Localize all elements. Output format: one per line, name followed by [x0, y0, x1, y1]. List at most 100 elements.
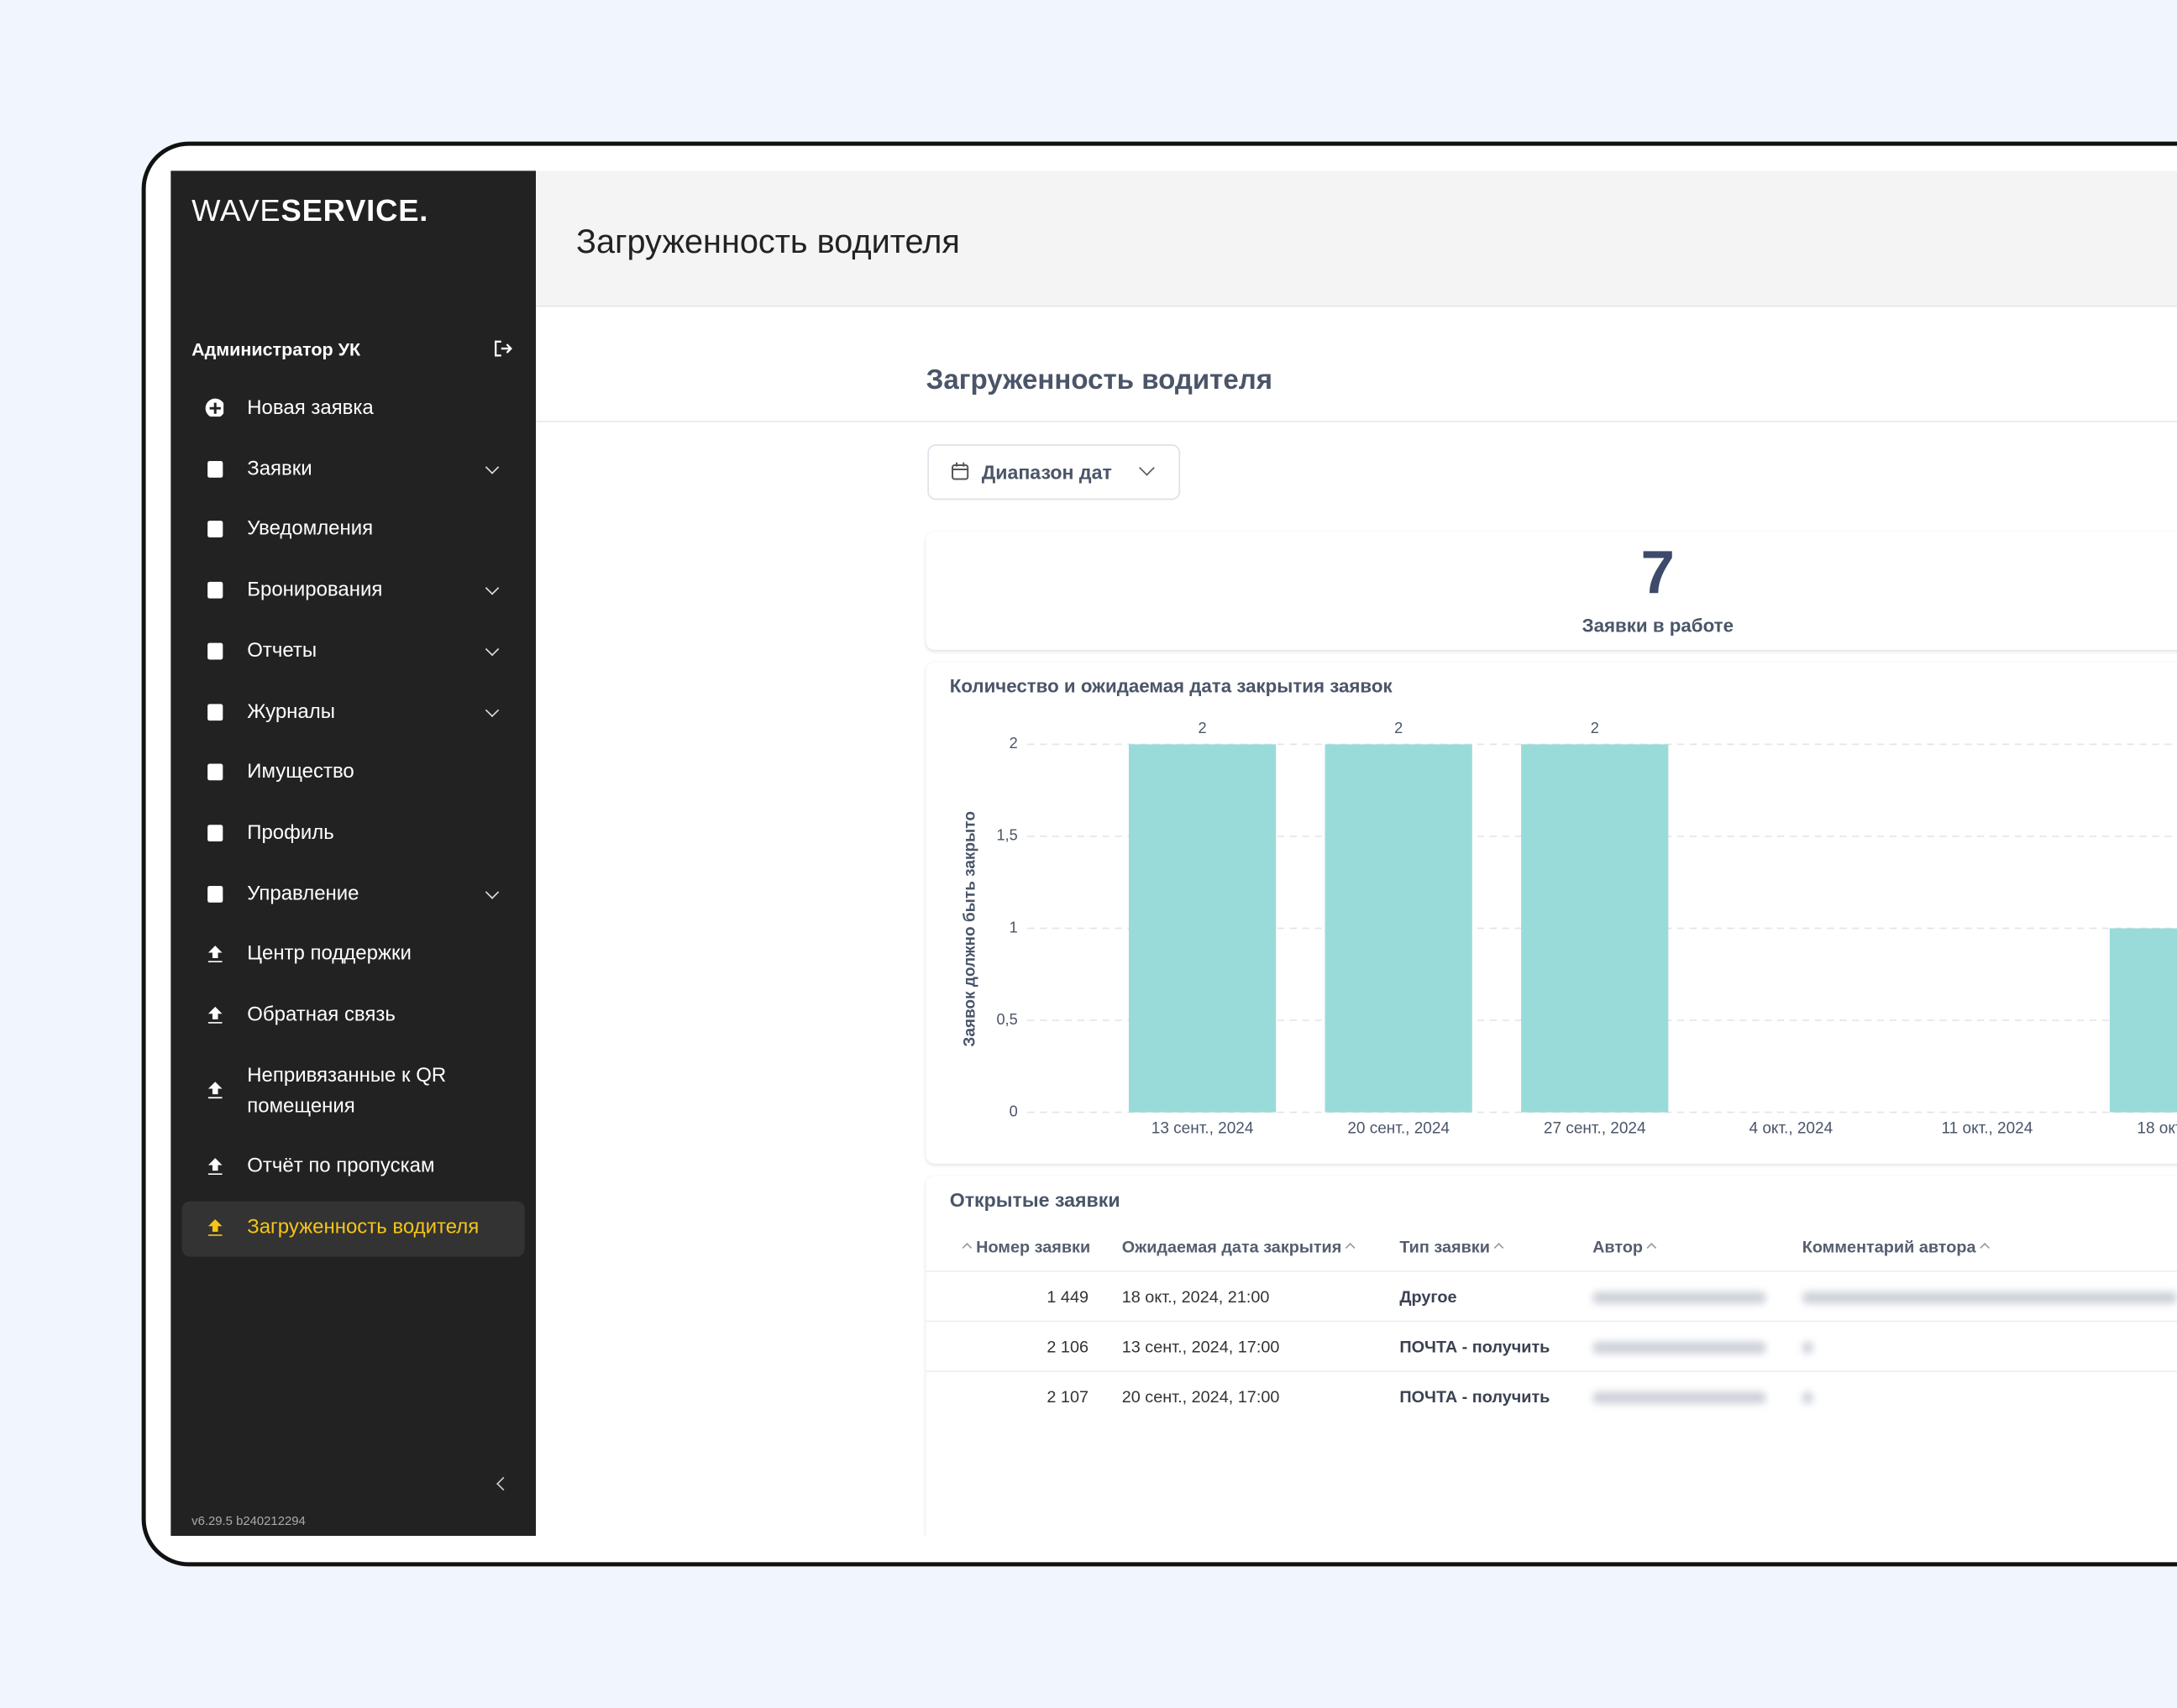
date-filter-label: Диапазон дат [981, 461, 1112, 484]
column-header-text: Тип заявки [1399, 1237, 1490, 1257]
cell-number: 1 449 [1047, 1286, 1089, 1307]
user-name: Администратор УК [191, 338, 361, 360]
cell-type: ПОЧТА - получить [1399, 1337, 1550, 1357]
cell-date: 18 окт., 2024, 21:00 [1121, 1286, 1270, 1307]
menu-icon [207, 1006, 223, 1024]
cell-author-hidden [1592, 1291, 1766, 1304]
menu-icon [207, 642, 223, 660]
x-tick-label: 27 сент., 2024 [1544, 1119, 1646, 1137]
divider [536, 421, 2177, 422]
menu-item[interactable]: Загруженность водителя [247, 1216, 480, 1239]
kpi-card [926, 532, 2177, 650]
kpi-label: Заявки в работе [1582, 615, 1734, 637]
x-tick-label: 13 сент., 2024 [1151, 1119, 1254, 1137]
page-title: Загруженность водителя [926, 364, 1273, 396]
y-tick-label: 1,5 [996, 827, 1017, 844]
table-card [926, 1176, 2177, 1536]
menu-icon [207, 581, 223, 599]
menu-icon [207, 1218, 223, 1236]
logo: WAVESERVICE. [191, 193, 428, 229]
logo-bold: SERVICE. [281, 192, 429, 228]
menu-icon [207, 763, 223, 781]
menu-icon [207, 825, 223, 842]
cell-type: Другое [1399, 1286, 1457, 1307]
y-tick-label: 0,5 [996, 1011, 1017, 1028]
row-divider [926, 1370, 2177, 1372]
menu-item[interactable]: Управление [247, 883, 359, 906]
column-header-text: Номер заявки [976, 1237, 1091, 1257]
y-tick-label: 1 [1010, 919, 1018, 935]
header-title: Загруженность водителя [576, 223, 960, 261]
cell-number: 2 107 [1047, 1387, 1089, 1407]
y-axis-label: Заявок должно быть закрыто [962, 811, 979, 1047]
calendar-icon [952, 462, 969, 480]
logo-light: WAVE [191, 192, 281, 228]
menu-icon [207, 946, 223, 963]
column-header[interactable]: Тип заявки [1399, 1237, 1508, 1257]
menu-item[interactable]: Бронирования [247, 579, 383, 602]
y-tick-label: 0 [1010, 1103, 1018, 1119]
x-tick-label: 4 окт., 2024 [1749, 1119, 1833, 1137]
x-tick-label: 20 сент., 2024 [1347, 1119, 1450, 1137]
row-divider [926, 1271, 2177, 1272]
active-item-bg [181, 1201, 525, 1257]
cell-author-hidden [1592, 1391, 1766, 1404]
sidebar: WAVESERVICE. Администратор УК Новая заяв… [170, 170, 537, 1536]
bar [1521, 744, 1669, 1113]
cell-author-hidden [1592, 1341, 1766, 1354]
menu-icon [207, 1082, 223, 1099]
menu-item[interactable]: Непривязанные к QR помещения [247, 1065, 447, 1119]
logout-icon[interactable] [493, 339, 512, 359]
menu-item[interactable]: Профиль [247, 821, 334, 845]
cell-date: 20 сент., 2024, 17:00 [1121, 1387, 1280, 1407]
chart-title: Количество и ожидаемая дата закрытия зая… [950, 675, 1393, 696]
column-header[interactable]: Комментарий автора [1802, 1237, 1994, 1257]
menu-icon [205, 398, 224, 417]
cell-comment-hidden [1802, 1391, 1813, 1404]
value-label: 2 [1591, 720, 1599, 736]
table-title: Открытые заявки [949, 1188, 1120, 1212]
cell-number: 2 106 [1047, 1337, 1089, 1357]
cell-date: 13 сент., 2024, 17:00 [1121, 1337, 1280, 1357]
bar [1128, 744, 1277, 1113]
header [536, 170, 2177, 307]
column-header-text: Комментарий автора [1802, 1237, 1976, 1257]
menu-item[interactable]: Журналы [247, 701, 335, 724]
menu-icon [207, 521, 223, 537]
version: v6.29.5 b240212294 [191, 1513, 306, 1528]
x-tick-label: 18 окт., 2024 [2137, 1119, 2177, 1137]
bar [1325, 744, 1472, 1113]
menu-icon [207, 886, 223, 903]
x-tick-label: 11 окт., 2024 [1942, 1119, 2033, 1137]
cell-comment-hidden [1802, 1341, 1813, 1354]
menu-icon [207, 1158, 223, 1176]
menu-item[interactable]: Центр поддержки [247, 942, 412, 966]
menu-item[interactable]: Заявки [247, 458, 312, 481]
kpi-value: 7 [1640, 538, 1676, 607]
row-divider [926, 1320, 2177, 1323]
menu-icon [207, 704, 223, 721]
column-header-text: Автор [1592, 1237, 1644, 1257]
column-header-text: Ожидаемая дата закрытия [1121, 1237, 1342, 1257]
menu-icon [207, 461, 223, 478]
cell-type: ПОЧТА - получить [1399, 1387, 1550, 1407]
cell-comment-hidden [1802, 1291, 2177, 1304]
menu-item[interactable]: Обратная связь [247, 1003, 396, 1027]
date-filter[interactable]: Диапазон дат [927, 444, 1181, 500]
value-label: 2 [1394, 720, 1403, 736]
column-header[interactable]: Номер заявки [958, 1237, 1091, 1257]
menu-item[interactable]: Уведомления [247, 517, 374, 541]
menu-item[interactable]: Отчёт по пропускам [247, 1155, 435, 1178]
menu-item[interactable]: Отчеты [247, 640, 317, 663]
bar [2109, 928, 2177, 1113]
value-label: 2 [1199, 720, 1207, 736]
menu-item[interactable]: Имущество [247, 761, 354, 783]
y-tick-label: 2 [1010, 735, 1018, 752]
column-header[interactable]: Ожидаемая дата закрытия [1121, 1237, 1360, 1257]
menu-item[interactable]: Новая заявка [247, 396, 374, 420]
column-header[interactable]: Автор [1592, 1237, 1660, 1257]
